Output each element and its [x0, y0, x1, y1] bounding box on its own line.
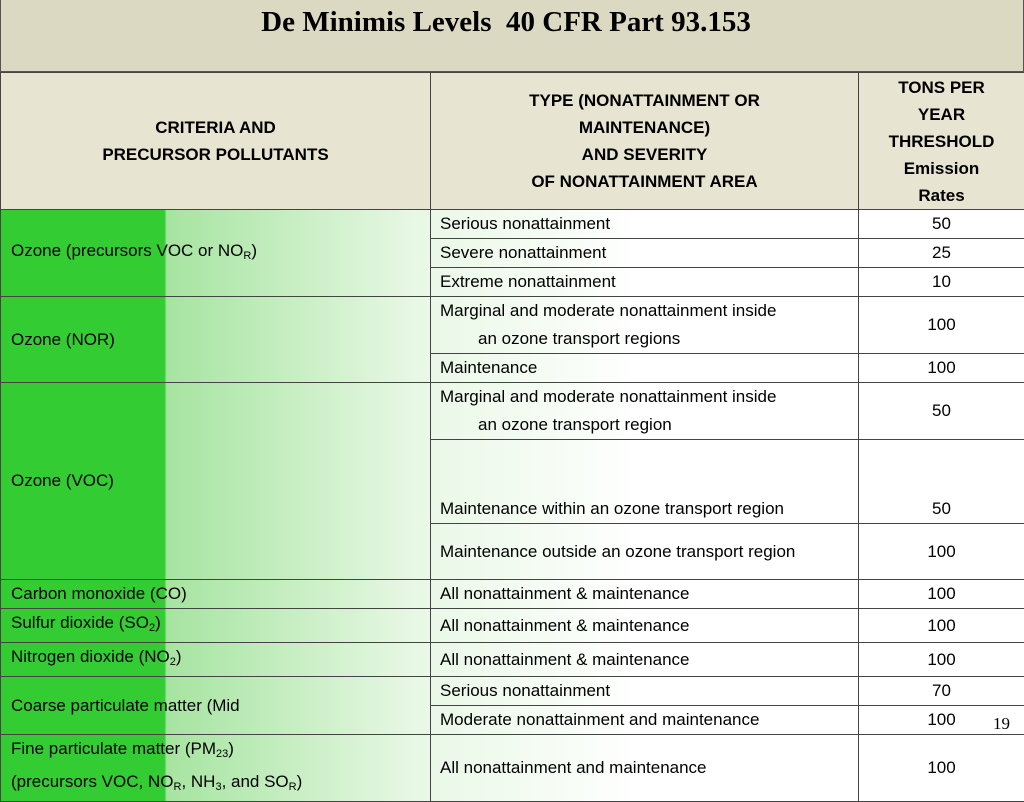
- text: Carbon monoxide (CO): [11, 584, 187, 603]
- type-line: All nonattainment and maintenance: [440, 754, 858, 782]
- title: De Minimis Levels 40 CFR Part 93.153: [1, 6, 1011, 39]
- rate-cell: 100: [859, 609, 1024, 643]
- subscript: R: [289, 781, 297, 793]
- type-cell: Marginal and moderate nonattainment insi…: [431, 297, 859, 354]
- row: Ozone (NOR) Marginal and moderate nonatta…: [1, 297, 1024, 354]
- type-line: an ozone transport regions: [440, 325, 858, 353]
- type-line: Marginal and moderate nonattainment insi…: [440, 297, 858, 325]
- pollutant-line: Coarse particulate matter (Mid: [11, 692, 430, 720]
- type-line: Moderate nonattainment and maintenance: [440, 706, 858, 734]
- type-cell: Extreme nonattainment: [431, 268, 859, 297]
- text: (precursors VOC, NO: [11, 772, 173, 791]
- rate-cell: 50: [859, 383, 1024, 440]
- row: Ozone (precursors VOC or NOR)Serious non…: [1, 210, 1024, 239]
- row: Nitrogen dioxide (NO2) All nonattainment …: [1, 643, 1024, 677]
- row: Ozone (VOC)Marginal and moderate nonatta…: [1, 383, 1024, 440]
- text: ): [176, 647, 182, 666]
- text: Sulfur dioxide (SO: [11, 613, 149, 632]
- rate-cell: 25: [859, 239, 1024, 268]
- rate-cell: 100: [859, 643, 1024, 677]
- header-cell: TONS PER YEAR THRESHOLD Emission Rates: [859, 73, 1024, 210]
- slide: De Minimis Levels 40 CFR Part 93.153 CRI…: [0, 0, 1024, 768]
- text: ): [228, 739, 234, 758]
- text: Fine particulate matter (PM: [11, 739, 216, 758]
- type-cell: Maintenance: [431, 354, 859, 383]
- subscript: 23: [216, 748, 228, 760]
- pollutant-line: Nitrogen dioxide (NO2): [11, 643, 430, 676]
- type-line: All nonattainment & maintenance: [440, 612, 858, 640]
- pollutant-line: Ozone (VOC): [11, 467, 430, 495]
- rate-cell: 100: [859, 580, 1024, 609]
- type-line: All nonattainment & maintenance: [440, 580, 858, 608]
- row: Carbon monoxide (CO) All nonattainment & …: [1, 580, 1024, 609]
- row: Sulfur dioxide (SO2) All nonattainment & …: [1, 609, 1024, 643]
- type-cell: Marginal and moderate nonattainment insi…: [431, 383, 859, 440]
- pollutant-cell: Nitrogen dioxide (NO2): [1, 643, 431, 677]
- type-line: Maintenance: [440, 354, 858, 382]
- rate-cell: 70: [859, 677, 1024, 706]
- type-cell: Serious nonattainment: [431, 677, 859, 706]
- text: , and SO: [222, 772, 289, 791]
- type-line: an ozone transport region: [440, 411, 858, 439]
- text: Ozone (NOR): [11, 330, 115, 349]
- type-cell: All nonattainment & maintenance: [431, 609, 859, 643]
- type-cell: All nonattainment & maintenance: [431, 580, 859, 609]
- page-number: 19: [993, 714, 1010, 734]
- row: Fine particulate matter (PM23)(precursor…: [1, 735, 1024, 802]
- rate-cell: 50: [859, 210, 1024, 239]
- rate-cell: 100: [859, 524, 1024, 580]
- pollutant-cell: Ozone (NOR): [1, 297, 431, 383]
- text: Ozone (precursors VOC or NO: [11, 241, 243, 260]
- text: , NH: [181, 772, 215, 791]
- type-line: Marginal and moderate nonattainment insi…: [440, 383, 858, 411]
- type-cell: Maintenance outside an ozone transport r…: [431, 524, 859, 580]
- pollutant-line: Carbon monoxide (CO): [11, 580, 430, 608]
- type-line: Serious nonattainment: [440, 677, 858, 705]
- pollutant-cell: Ozone (precursors VOC or NOR): [1, 210, 431, 297]
- type-line: All nonattainment & maintenance: [440, 646, 858, 674]
- type-line: Maintenance outside an ozone transport r…: [440, 538, 858, 566]
- pollutant-cell: Coarse particulate matter (Mid: [1, 677, 431, 735]
- rate-cell: 100: [859, 297, 1024, 354]
- title-bar: De Minimis Levels 40 CFR Part 93.153: [0, 0, 1024, 72]
- text: ): [251, 241, 257, 260]
- text: Ozone (VOC): [11, 471, 114, 490]
- pollutant-line: (precursors VOC, NOR, NH3, and SOR): [11, 768, 430, 801]
- pollutant-line: Ozone (NOR): [11, 326, 430, 354]
- type-line: Serious nonattainment: [440, 210, 858, 238]
- text: Coarse particulate matter (Mid: [11, 696, 240, 715]
- text: Nitrogen dioxide (NO: [11, 647, 170, 666]
- type-cell: All nonattainment & maintenance: [431, 643, 859, 677]
- type-cell: Maintenance within an ozone transport re…: [431, 440, 859, 524]
- pollutant-line: Fine particulate matter (PM23): [11, 735, 430, 768]
- pollutant-cell: Ozone (VOC): [1, 383, 431, 580]
- rate-cell: 100: [859, 735, 1024, 802]
- rate-cell: 100: [859, 354, 1024, 383]
- type-cell: Severe nonattainment: [431, 239, 859, 268]
- pollutant-line: Sulfur dioxide (SO2): [11, 609, 430, 642]
- subscript: R: [173, 781, 181, 793]
- header-cell: CRITERIA AND PRECURSOR POLLUTANTS: [1, 73, 431, 210]
- pollutant-cell: Sulfur dioxide (SO2): [1, 609, 431, 643]
- type-line: Severe nonattainment: [440, 239, 858, 267]
- pollutant-cell: Carbon monoxide (CO): [1, 580, 431, 609]
- type-line: Maintenance within an ozone transport re…: [440, 495, 858, 523]
- type-cell: All nonattainment and maintenance: [431, 735, 859, 802]
- rate-cell: 10: [859, 268, 1024, 297]
- pollutant-line: Ozone (precursors VOC or NOR): [11, 237, 430, 270]
- type-cell: Moderate nonattainment and maintenance: [431, 706, 859, 735]
- type-cell: Serious nonattainment: [431, 210, 859, 239]
- type-line: Extreme nonattainment: [440, 268, 858, 296]
- header-cell: TYPE (NONATTAINMENT OR MAINTENANCE) AND …: [431, 73, 859, 210]
- text: ): [297, 772, 303, 791]
- pollutant-cell: Fine particulate matter (PM23)(precursor…: [1, 735, 431, 802]
- rate-cell: 50: [859, 440, 1024, 524]
- text: ): [155, 613, 161, 632]
